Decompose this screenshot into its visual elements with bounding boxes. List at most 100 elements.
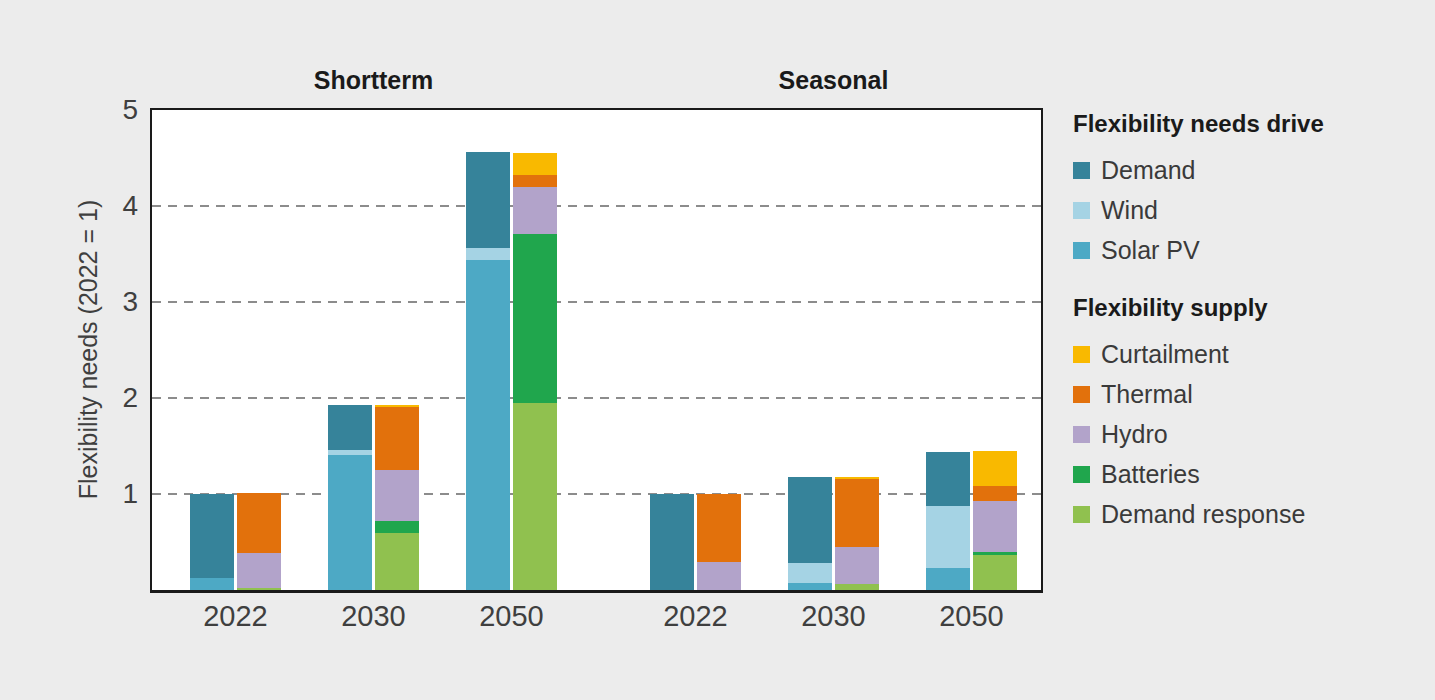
x-tick-label: 2022: [626, 600, 766, 633]
segment-hydro: [375, 470, 419, 521]
legend-item-wind: Wind: [1073, 190, 1324, 230]
segment-solar-pv: [190, 578, 234, 590]
y-axis-label: Flexibility needs (2022 = 1): [74, 110, 103, 590]
segment-hydro: [835, 547, 879, 584]
curtailment-swatch-icon: [1073, 346, 1090, 363]
thermal-swatch-icon: [1073, 386, 1090, 403]
legend-item-hydro: Hydro: [1073, 414, 1324, 454]
segment-thermal: [237, 493, 281, 553]
needs-bar: [788, 477, 832, 590]
segment-demand-response: [973, 555, 1017, 590]
needs-bar: [190, 494, 234, 590]
segment-demand-response: [237, 588, 281, 590]
supply-bar: [835, 477, 879, 590]
legend-block-flexibility-needs-drive: Flexibility needs drive Demand Wind Solar P…: [1073, 110, 1324, 270]
segment-demand: [926, 452, 970, 506]
supply-bar: [697, 494, 741, 590]
bar-pair-shortterm-2030: [328, 405, 419, 590]
segment-hydro: [237, 553, 281, 588]
y-tick-label: 1: [0, 478, 138, 510]
legend-item-label: Batteries: [1101, 460, 1200, 489]
segment-thermal: [835, 479, 879, 547]
demand-swatch-icon: [1073, 162, 1090, 179]
wind-swatch-icon: [1073, 202, 1090, 219]
legend-item-label: Curtailment: [1101, 340, 1229, 369]
supply-bar: [375, 405, 419, 590]
legend-item-solar-pv: Solar PV: [1073, 230, 1324, 270]
segment-hydro: [513, 187, 557, 234]
group-title-shortterm: Shortterm: [224, 66, 524, 95]
legend: Flexibility needs drive Demand Wind Solar P…: [1073, 110, 1324, 558]
segment-wind: [926, 506, 970, 568]
segment-demand: [650, 494, 694, 590]
segment-demand-response: [375, 533, 419, 590]
segment-demand: [328, 405, 372, 450]
legend-item-label: Thermal: [1101, 380, 1193, 409]
segment-demand-response: [835, 584, 879, 590]
y-tick-label: 4: [0, 190, 138, 222]
segment-thermal: [375, 407, 419, 470]
plot-area: [150, 108, 1043, 593]
bar-pair-seasonal-2022: [650, 494, 741, 590]
hydro-swatch-icon: [1073, 426, 1090, 443]
segment-demand: [190, 494, 234, 578]
supply-bar: [513, 153, 557, 590]
segment-solar-pv: [328, 455, 372, 590]
batteries-swatch-icon: [1073, 466, 1090, 483]
legend-item-label: Solar PV: [1101, 236, 1200, 265]
gridline-3: [152, 301, 1041, 303]
legend-item-label: Wind: [1101, 196, 1158, 225]
chart-canvas: Flexibility needs (2022 = 1) Flexibility…: [0, 0, 1435, 700]
y-tick-label: 5: [0, 94, 138, 126]
needs-bar: [926, 452, 970, 590]
legend-block-title: Flexibility supply: [1073, 294, 1324, 322]
needs-bar: [466, 152, 510, 590]
legend-block-flexibility-supply: Flexibility supply Curtailment Thermal Hydr…: [1073, 294, 1324, 534]
segment-demand: [466, 152, 510, 248]
segment-demand-response: [513, 403, 557, 590]
segment-hydro: [973, 501, 1017, 552]
segment-thermal: [697, 494, 741, 562]
needs-bar: [650, 494, 694, 590]
x-tick-label: 2050: [902, 600, 1042, 633]
bar-pair-seasonal-2030: [788, 477, 879, 590]
x-tick-label: 2030: [304, 600, 444, 633]
x-tick-label: 2050: [442, 600, 582, 633]
gridline-4: [152, 205, 1041, 207]
bar-pair-shortterm-2050: [466, 152, 557, 590]
demand-response-swatch-icon: [1073, 506, 1090, 523]
legend-item-curtailment: Curtailment: [1073, 334, 1324, 374]
segment-batteries: [375, 521, 419, 533]
gridline-2: [152, 397, 1041, 399]
needs-bar: [328, 405, 372, 590]
legend-block-title: Flexibility needs drive: [1073, 110, 1324, 138]
y-tick-label: 2: [0, 382, 138, 414]
bar-pair-seasonal-2050: [926, 451, 1017, 590]
segment-curtailment: [973, 451, 1017, 486]
y-tick-label: 3: [0, 286, 138, 318]
segment-solar-pv: [788, 583, 832, 590]
segment-thermal: [513, 175, 557, 187]
legend-item-demand: Demand: [1073, 150, 1324, 190]
segment-batteries: [513, 234, 557, 403]
segment-wind: [466, 248, 510, 260]
legend-item-label: Hydro: [1101, 420, 1168, 449]
segment-wind: [788, 563, 832, 583]
solar-pv-swatch-icon: [1073, 242, 1090, 259]
segment-hydro: [697, 562, 741, 590]
x-tick-label: 2022: [166, 600, 306, 633]
supply-bar: [237, 493, 281, 590]
legend-item-label: Demand response: [1101, 500, 1305, 529]
supply-bar: [973, 451, 1017, 590]
segment-solar-pv: [926, 568, 970, 590]
segment-curtailment: [513, 153, 557, 175]
segment-thermal: [973, 486, 1017, 501]
legend-item-thermal: Thermal: [1073, 374, 1324, 414]
gridline-1: [152, 493, 1041, 495]
segment-solar-pv: [466, 260, 510, 590]
legend-item-label: Demand: [1101, 156, 1196, 185]
legend-item-batteries: Batteries: [1073, 454, 1324, 494]
segment-demand: [788, 477, 832, 563]
x-tick-label: 2030: [764, 600, 904, 633]
bar-pair-shortterm-2022: [190, 493, 281, 590]
